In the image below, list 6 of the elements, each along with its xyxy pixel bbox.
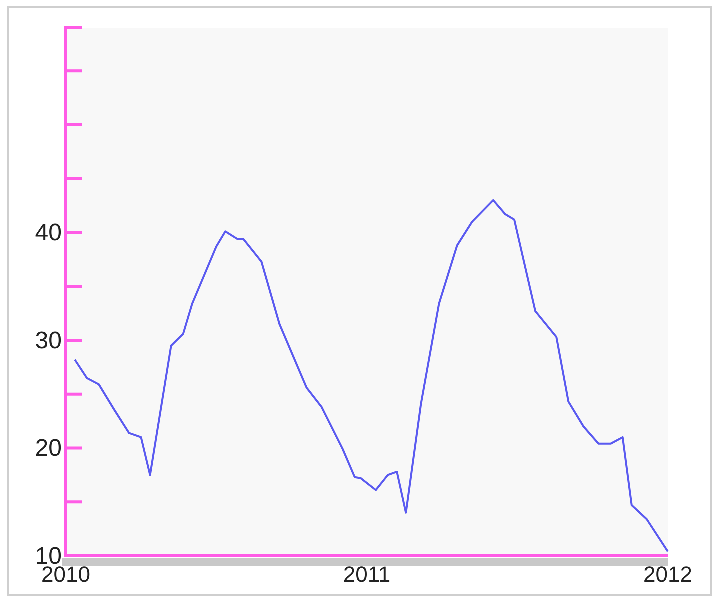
y-tick-label: 40 xyxy=(35,220,62,247)
x-tick-label: 2011 xyxy=(343,562,391,587)
y-tick-label: 20 xyxy=(35,435,62,462)
line-series xyxy=(74,199,669,553)
y-tick-label: 30 xyxy=(35,327,62,354)
x-tick-label: 2012 xyxy=(644,562,692,587)
